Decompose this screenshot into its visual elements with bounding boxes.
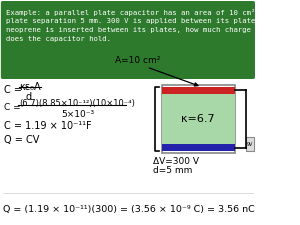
Text: neoprene is inserted between its plates, how much charge: neoprene is inserted between its plates,… — [6, 27, 251, 33]
Text: plate separation 5 mm. 300 V is applied between its plates. If: plate separation 5 mm. 300 V is applied … — [6, 18, 277, 24]
Bar — [162, 144, 235, 151]
Bar — [162, 87, 235, 94]
Text: does the capacitor hold.: does the capacitor hold. — [6, 36, 111, 42]
Text: 9V: 9V — [247, 142, 253, 146]
Bar — [162, 94, 235, 144]
Text: Q = CV: Q = CV — [4, 135, 40, 145]
Text: C =: C = — [4, 85, 22, 95]
Text: Example: a parallel plate capacitor has an area of 10 cm² and: Example: a parallel plate capacitor has … — [6, 9, 273, 16]
Bar — [162, 85, 235, 153]
FancyBboxPatch shape — [1, 1, 255, 79]
Text: A=10 cm²: A=10 cm² — [115, 56, 160, 65]
Text: (6.7)(8.85×10⁻¹²)(10×10⁻⁴): (6.7)(8.85×10⁻¹²)(10×10⁻⁴) — [19, 99, 135, 108]
Text: d=5 mm: d=5 mm — [154, 166, 193, 175]
Text: C =: C = — [4, 103, 21, 112]
Bar — [246, 137, 254, 151]
Text: C = 1.19 × 10⁻¹¹F: C = 1.19 × 10⁻¹¹F — [4, 121, 92, 131]
Text: Q = (1.19 × 10⁻¹¹)(300) = (3.56 × 10⁻⁹ C) = 3.56 nC: Q = (1.19 × 10⁻¹¹)(300) = (3.56 × 10⁻⁹ C… — [3, 205, 254, 214]
Text: κ=6.7: κ=6.7 — [182, 114, 215, 124]
Text: 5×10⁻³: 5×10⁻³ — [61, 110, 94, 119]
Text: κε₀A: κε₀A — [20, 82, 41, 92]
Text: d: d — [26, 92, 32, 102]
Text: ΔV=300 V: ΔV=300 V — [154, 157, 200, 166]
